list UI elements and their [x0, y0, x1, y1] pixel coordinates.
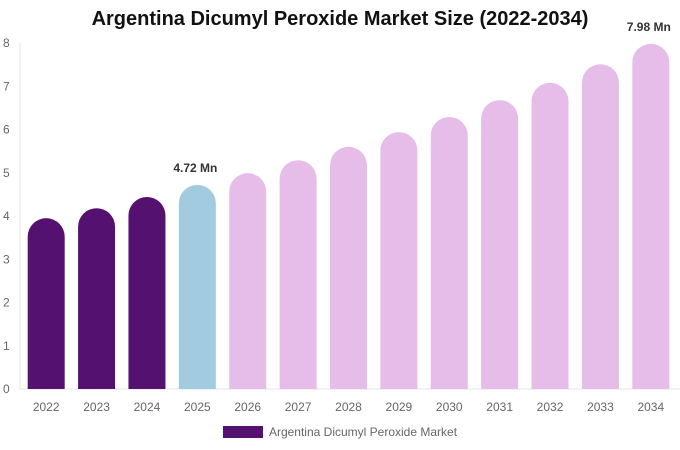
bar-2024 [128, 196, 166, 389]
x-tick-label: 2029 [386, 400, 413, 414]
x-tick-label: 2024 [134, 400, 161, 414]
x-tick-label: 2027 [285, 400, 312, 414]
bar-2023 [78, 208, 116, 389]
y-tick-label: 1 [3, 339, 10, 353]
y-tick-label: 3 [3, 252, 10, 266]
bar-2025 [178, 184, 216, 389]
bar-2031 [481, 100, 519, 390]
bar-2034 [632, 43, 670, 390]
y-tick-label: 6 [3, 123, 10, 137]
y-tick-label: 0 [3, 382, 10, 396]
legend: Argentina Dicumyl Peroxide Market [0, 425, 680, 439]
x-tick-label: 2026 [234, 400, 261, 414]
x-tick-label: 2033 [587, 400, 614, 414]
x-tick-label: 2025 [184, 400, 211, 414]
y-tick-label: 8 [3, 36, 10, 50]
data-label-2025: 4.72 Mn [173, 161, 217, 175]
bar-2028 [330, 146, 368, 389]
x-tick-label: 2032 [537, 400, 564, 414]
bar-2032 [531, 82, 569, 389]
x-tick-label: 2023 [83, 400, 110, 414]
y-tick-label: 7 [3, 79, 10, 93]
y-tick-label: 4 [3, 209, 10, 223]
x-tick-label: 2031 [486, 400, 513, 414]
legend-swatch [222, 426, 263, 438]
x-tick-label: 2034 [637, 400, 664, 414]
data-label-2034: 7.98 Mn [627, 20, 671, 34]
y-tick-label: 2 [3, 296, 10, 310]
bar-2022 [27, 218, 65, 389]
bar-2033 [581, 64, 619, 389]
bar-2030 [430, 116, 468, 389]
bar-2026 [229, 173, 267, 389]
bar-2029 [380, 132, 418, 389]
bar-2027 [279, 160, 317, 389]
x-tick-label: 2028 [335, 400, 362, 414]
y-tick-label: 5 [3, 166, 10, 180]
x-tick-label: 2022 [33, 400, 60, 414]
legend-label: Argentina Dicumyl Peroxide Market [268, 425, 458, 439]
x-tick-label: 2030 [436, 400, 463, 414]
chart-title: Argentina Dicumyl Peroxide Market Size (… [91, 8, 589, 30]
